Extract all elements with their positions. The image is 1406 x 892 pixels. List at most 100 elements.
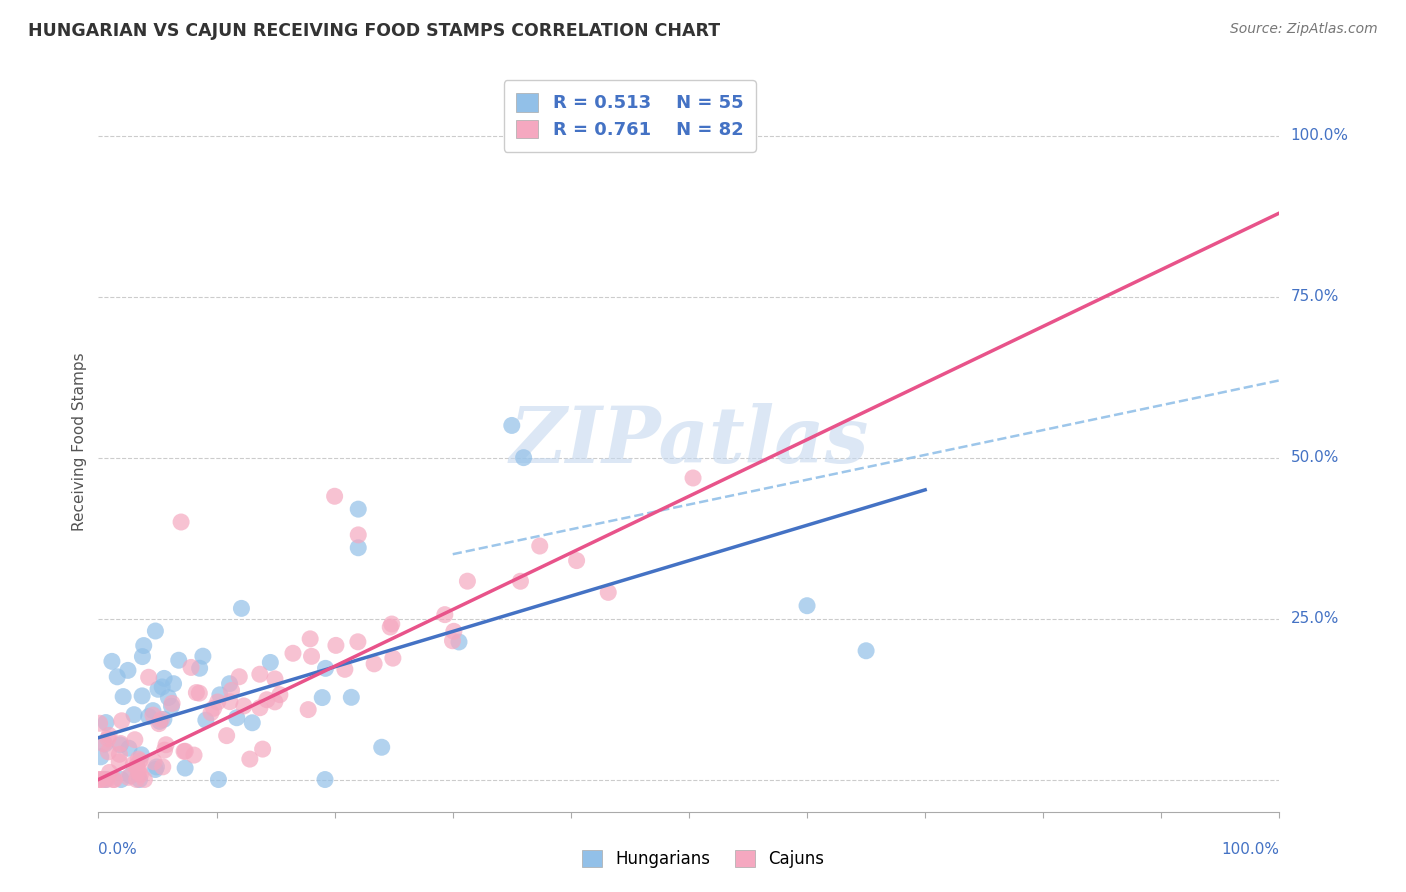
Point — [231, 601, 253, 615]
Point — [145, 760, 167, 774]
Point — [152, 760, 174, 774]
Text: 100.0%: 100.0% — [1222, 842, 1279, 857]
Point — [297, 703, 319, 717]
Point — [145, 624, 167, 638]
Point — [89, 716, 111, 731]
Point — [132, 639, 155, 653]
Point — [299, 632, 322, 646]
Point — [138, 709, 160, 723]
Point — [98, 728, 121, 742]
Point — [146, 682, 169, 697]
Point — [143, 755, 166, 769]
Point — [186, 685, 208, 699]
Point — [456, 574, 478, 589]
Point — [128, 772, 150, 787]
Point — [380, 620, 402, 634]
Point — [259, 656, 281, 670]
Point — [160, 699, 183, 714]
Point — [221, 683, 243, 698]
Legend: R = 0.513    N = 55, R = 0.761    N = 82: R = 0.513 N = 55, R = 0.761 N = 82 — [503, 80, 756, 152]
Point — [122, 707, 145, 722]
Point — [208, 688, 231, 702]
Point — [127, 752, 149, 766]
Point — [112, 690, 135, 704]
Point — [103, 772, 125, 787]
Legend: Hungarians, Cajuns: Hungarians, Cajuns — [575, 843, 831, 875]
Point — [370, 740, 392, 755]
Point — [149, 714, 172, 729]
Point — [162, 676, 184, 690]
Point — [512, 450, 534, 465]
Point — [108, 738, 131, 752]
Point — [347, 635, 370, 649]
Point — [101, 654, 124, 668]
Point — [207, 695, 229, 709]
Point — [315, 661, 337, 675]
Point — [183, 748, 205, 763]
Point — [565, 553, 588, 567]
Point — [529, 539, 551, 553]
Point — [118, 741, 141, 756]
Point — [340, 690, 363, 705]
Point — [447, 635, 470, 649]
Point — [128, 754, 150, 768]
Point — [89, 772, 111, 787]
Point — [127, 765, 149, 780]
Point — [314, 772, 336, 787]
Point — [188, 661, 211, 675]
Point — [150, 713, 173, 727]
Point — [155, 738, 177, 752]
Point — [225, 711, 247, 725]
Point — [142, 704, 165, 718]
Point — [501, 418, 523, 433]
Point — [232, 698, 254, 713]
Point — [218, 676, 240, 690]
Point — [131, 689, 153, 703]
Point — [855, 644, 877, 658]
Y-axis label: Receiving Food Stamps: Receiving Food Stamps — [72, 352, 87, 531]
Point — [333, 662, 356, 676]
Point — [180, 660, 202, 674]
Point — [598, 585, 620, 599]
Point — [122, 757, 145, 772]
Point — [125, 759, 148, 773]
Point — [124, 732, 146, 747]
Point — [110, 736, 132, 750]
Point — [263, 695, 285, 709]
Point — [256, 692, 278, 706]
Point — [153, 672, 176, 686]
Point — [323, 489, 346, 503]
Point — [441, 633, 464, 648]
Point — [120, 769, 142, 783]
Point — [117, 770, 139, 784]
Point — [215, 729, 238, 743]
Text: 75.0%: 75.0% — [1291, 289, 1339, 304]
Point — [94, 737, 117, 751]
Point — [347, 528, 370, 542]
Point — [249, 667, 271, 681]
Point — [207, 772, 229, 787]
Point — [381, 651, 404, 665]
Point — [240, 715, 263, 730]
Point — [325, 639, 347, 653]
Point — [142, 708, 165, 723]
Point — [108, 755, 131, 769]
Point — [301, 649, 323, 664]
Point — [269, 688, 291, 702]
Point — [94, 772, 117, 787]
Point — [188, 686, 211, 700]
Point — [94, 715, 117, 730]
Point — [433, 607, 456, 622]
Point — [157, 690, 180, 705]
Text: 25.0%: 25.0% — [1291, 611, 1339, 626]
Point — [174, 761, 197, 775]
Point — [252, 742, 274, 756]
Point — [239, 752, 262, 766]
Point — [125, 758, 148, 772]
Point — [89, 772, 111, 787]
Point — [347, 541, 370, 555]
Point — [153, 743, 176, 757]
Point — [228, 670, 250, 684]
Point — [219, 695, 242, 709]
Point — [98, 765, 121, 780]
